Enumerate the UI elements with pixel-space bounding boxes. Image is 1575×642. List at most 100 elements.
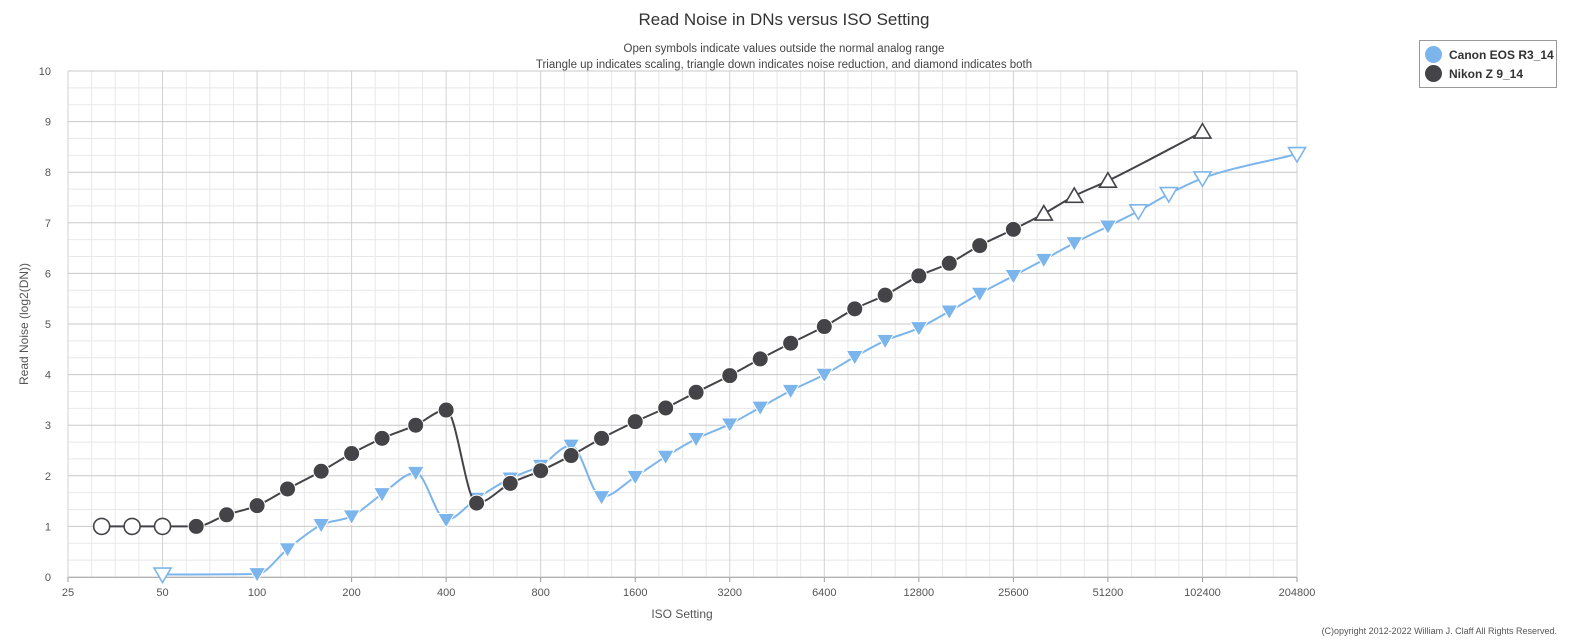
series-nikon-z-9-14-point (910, 267, 928, 285)
series-nikon-z-9-14-point (562, 447, 580, 465)
series-canon-eos-r3-14-point (1158, 186, 1179, 204)
series-canon-eos-r3-14-point (1098, 219, 1118, 236)
series-canon-eos-r3-14-point (686, 431, 706, 448)
x-tick-label: 51200 (1093, 587, 1124, 599)
series-nikon-z-9-14-point (1033, 204, 1054, 221)
series-nikon-z-9-14-point (940, 254, 958, 272)
y-tick-label: 1 (45, 521, 51, 533)
y-tick-label: 8 (45, 167, 51, 179)
series-nikon-z-9-14-point (218, 506, 236, 524)
y-tick-label: 3 (45, 420, 51, 432)
series-canon-eos-r3-14-point (561, 438, 581, 455)
x-tick-label: 800 (532, 587, 550, 599)
series-nikon-z-9-14-point (751, 350, 769, 368)
chart-subtitle-line-2: Triangle up indicates scaling, triangle … (536, 59, 1032, 71)
series-nikon-z-9-14-point (782, 334, 800, 352)
legend-swatch-canon (1425, 46, 1442, 63)
series-nikon-z-9-14-point (657, 399, 675, 417)
series-canon-eos-r3-14-point (875, 333, 895, 350)
legend-swatch-nikon (1425, 65, 1442, 82)
series-nikon-z-9-14-point (373, 429, 391, 447)
series-canon-eos-r3-14-point (1034, 252, 1054, 269)
series-nikon-z-9-14-point (312, 462, 330, 480)
x-tick-label: 50 (156, 587, 168, 599)
y-axis-title: Read Noise (log2(DN)) (17, 263, 31, 385)
series-nikon-z-9-14 (92, 122, 1213, 536)
legend-item-canon[interactable]: Canon EOS R3_14 (1425, 45, 1556, 64)
legend: Canon EOS R3_14 Nikon Z 9_14 (1419, 40, 1557, 88)
series-canon-eos-r3-14-point (939, 304, 959, 321)
series-canon-eos-r3-14-point (247, 567, 267, 584)
y-tick-label: 9 (45, 117, 51, 129)
series-nikon-z-9-14-point (343, 445, 361, 463)
series-canon-eos-r3-14-point (781, 383, 801, 400)
y-tick-label: 4 (45, 370, 51, 382)
series-canon-eos-r3-14-point (1192, 171, 1213, 188)
series-canon-eos-r3-14-point (372, 487, 392, 504)
x-tick-label: 400 (437, 587, 455, 599)
series-nikon-z-9-14-point (437, 401, 455, 419)
legend-item-nikon[interactable]: Nikon Z 9_14 (1425, 64, 1556, 83)
series-canon-eos-r3-14-point (342, 509, 361, 526)
series-nikon-z-9-14-point (971, 237, 989, 255)
x-tick-label: 204800 (1279, 587, 1316, 599)
series-nikon-z-9-14-point (593, 429, 611, 447)
x-tick-label: 200 (342, 587, 360, 599)
series-nikon-z-9-14-point (626, 413, 644, 431)
series-canon-eos-r3-14-point (909, 321, 929, 338)
x-tick-label: 25 (62, 587, 74, 599)
chart-subtitle-line-1: Open symbols indicate values outside the… (624, 43, 945, 55)
series-canon-eos-r3-14-point (1064, 236, 1084, 253)
series-canon-eos-r3-14-point (845, 350, 865, 366)
series-nikon-z-9-14-point (687, 383, 705, 401)
series-canon-eos-r3-14-point (278, 542, 297, 559)
series-nikon-z-9-14-point (1064, 186, 1085, 204)
series-nikon-z-9-14-point (187, 517, 205, 535)
x-tick-label: 25600 (998, 587, 1029, 599)
series-nikon-z-9-14-point (1004, 220, 1022, 238)
x-axis-title: ISO Setting (651, 607, 712, 621)
y-tick-label: 6 (45, 268, 51, 280)
series-nikon-z-9-14-point (846, 300, 864, 318)
x-tick-label: 12800 (904, 587, 935, 599)
chart-title: Read Noise in DNs versus ISO Setting (638, 10, 929, 29)
series-nikon-z-9-14-point (1192, 122, 1213, 139)
legend-label-canon: Canon EOS R3_14 (1449, 47, 1554, 62)
series-nikon-z-9-14-point (248, 497, 266, 515)
series-canon-eos-r3-14-point (1128, 203, 1149, 221)
series-nikon-z-9-14-point (1098, 171, 1118, 188)
copyright-notice: (C)opyright 2012-2022 William J. Claff A… (1322, 626, 1557, 636)
series-canon-eos-r3-14-point (152, 567, 173, 585)
series-canon-eos-r3-14-point (625, 469, 645, 486)
x-tick-label: 102400 (1184, 587, 1221, 599)
series-canon-eos-r3-14-point (1287, 146, 1307, 164)
axes: 25 50 100 200 400 800 1600 3200 6400 12800 25600 51… (39, 66, 1316, 599)
series-nikon-z-9-14-point (279, 480, 297, 498)
series-canon-eos-r3-14-point (814, 367, 834, 384)
series-nikon-z-9-14-line (101, 130, 1203, 528)
legend-label-nikon: Nikon Z 9_14 (1449, 66, 1524, 81)
series-nikon-z-9-14-point (721, 367, 739, 385)
series-canon-eos-r3-14-point (970, 286, 990, 303)
series-canon-eos-r3-14-point (406, 465, 426, 482)
series-nikon-z-9-14-point (815, 318, 833, 336)
x-tick-label: 6400 (812, 587, 836, 599)
y-tick-label: 7 (45, 218, 51, 230)
series-canon-eos-r3-14-point (592, 490, 611, 507)
series-layer (92, 122, 1307, 585)
series-canon-eos-r3-14-point (750, 400, 770, 417)
series-nikon-z-9-14-point (532, 462, 550, 480)
y-tick-label: 2 (45, 471, 51, 483)
x-tick-label: 100 (248, 587, 266, 599)
series-canon-eos-r3-14-point (720, 417, 740, 434)
series-nikon-z-9-14-point (501, 474, 519, 492)
series-nikon-z-9-14-point (92, 517, 111, 536)
series-canon-eos-r3-14-point (656, 449, 676, 466)
x-tick-label: 1600 (623, 587, 647, 599)
y-tick-label: 5 (45, 319, 51, 331)
series-nikon-z-9-14-point (123, 517, 141, 536)
series-canon-eos-r3-14-point (436, 512, 456, 529)
grid (67, 70, 1298, 578)
series-nikon-z-9-14-point (468, 494, 486, 512)
